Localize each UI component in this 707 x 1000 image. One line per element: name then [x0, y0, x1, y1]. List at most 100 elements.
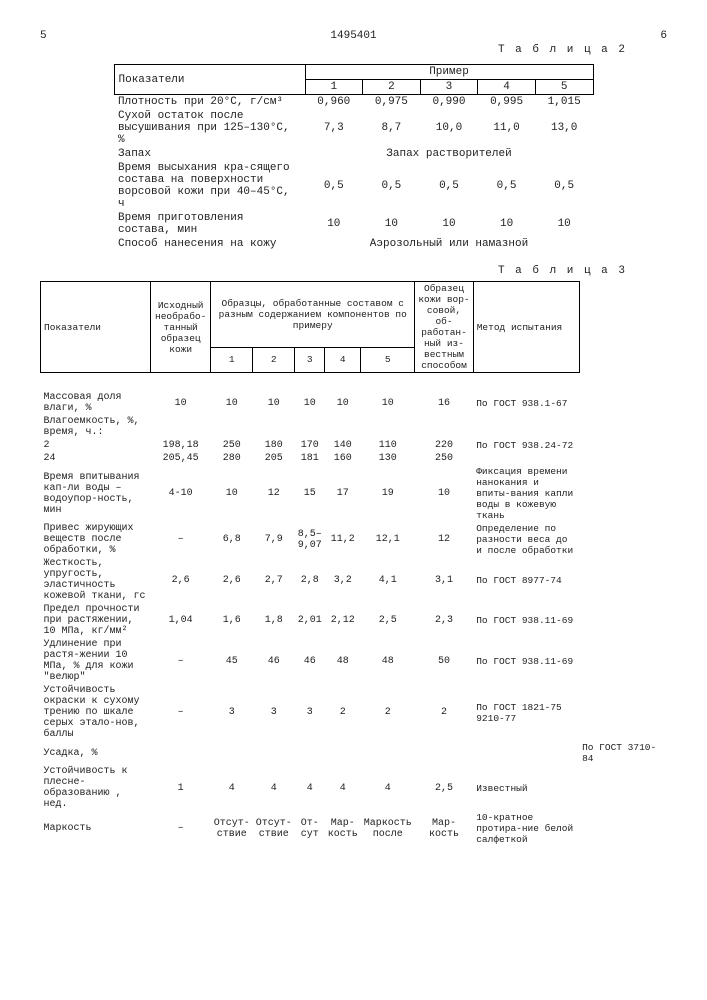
t3-method: По ГОСТ 938.11-69 [473, 603, 579, 638]
t2-cell: 10 [420, 211, 478, 237]
t3-cell: Мар-кость [325, 811, 361, 846]
t3-cell: 160 [325, 452, 361, 465]
t3-cell [295, 741, 325, 765]
t3-cell: 11,2 [325, 522, 361, 557]
t3-h-c1: Исходный необрабо-танный образец кожи [151, 282, 211, 373]
t3-cell: 4-10 [151, 465, 211, 522]
t3-cell [415, 415, 473, 439]
t2-group-hdr: Пример [305, 65, 593, 80]
t2-cell: 0,5 [420, 161, 478, 211]
t3-cell [211, 415, 253, 439]
t2-cell: 0,960 [305, 95, 363, 110]
t3-cell [415, 741, 473, 765]
t3-cell: 2,01 [295, 603, 325, 638]
page-left: 5 [40, 30, 47, 42]
t3-cell: 220 [415, 439, 473, 452]
t2-cell: 0,995 [478, 95, 536, 110]
t3-row-label: Массовая доля влаги, % [41, 391, 151, 415]
t2-cell: 10 [478, 211, 536, 237]
t3-cell: 10 [151, 391, 211, 415]
t3-cell: 205 [253, 452, 295, 465]
t2-c1: 1 [305, 80, 363, 95]
t3-cell: 3 [253, 684, 295, 741]
t3-cell: 2,6 [151, 557, 211, 603]
t3-cell: Мар-кость [415, 811, 473, 846]
page-center: 1495401 [330, 30, 376, 42]
t3-cell [253, 415, 295, 439]
t3-cell [361, 415, 415, 439]
t2-c4: 4 [478, 80, 536, 95]
t3-method: По ГОСТ 938.24-72 [473, 439, 579, 452]
t2-cell: 10 [363, 211, 421, 237]
t3-cell [151, 415, 211, 439]
t3-cell: 2,8 [295, 557, 325, 603]
t3-cell: 45 [211, 638, 253, 684]
page-right: 6 [660, 30, 667, 42]
t2-cell: 0,975 [363, 95, 421, 110]
t3-cell: 8,5–9,07 [295, 522, 325, 557]
t3-cell: 7,9 [253, 522, 295, 557]
t3-cell: 10 [361, 391, 415, 415]
t3-row-label: Привес жирующих веществ после обработки,… [41, 522, 151, 557]
t3-cell [295, 415, 325, 439]
t3-s2: 2 [253, 347, 295, 372]
t3-method: Определение по разности веса до и после … [473, 522, 579, 557]
t3-method [473, 452, 579, 465]
t2-cell: 1,015 [535, 95, 593, 110]
t3-cell: 10 [295, 391, 325, 415]
t3-row-label: Влагоемкость, %, время, ч.: [41, 415, 151, 439]
t2-cell: 8,7 [363, 109, 421, 147]
t3-cell: 10 [415, 465, 473, 522]
t3-h-c4: Метод испытания [473, 282, 579, 373]
t3-method: По ГОСТ 938.11-69 [473, 638, 579, 684]
t3-cell: 2,3 [415, 603, 473, 638]
t3-row-label: Жесткость, упругость, эластичность кожев… [41, 557, 151, 603]
t3-cell [473, 741, 579, 765]
t3-cell: 280 [211, 452, 253, 465]
table2-caption: Т а б л и ц а 2 [40, 44, 627, 56]
t2-cell: 7,3 [305, 109, 363, 147]
t2-cell: 10 [535, 211, 593, 237]
t3-cell: 180 [253, 439, 295, 452]
t3-method [579, 415, 666, 439]
t3-cell: 6,8 [211, 522, 253, 557]
t3-cell [211, 741, 253, 765]
t3-cell: Маркость после [361, 811, 415, 846]
t3-h-p: Показатели [41, 282, 151, 373]
t3-cell: 10 [325, 391, 361, 415]
t3-cell [325, 415, 361, 439]
t2-row-span: Аэрозольный или намазной [305, 237, 593, 251]
t3-cell: 4 [325, 765, 361, 811]
t3-cell: 4 [253, 765, 295, 811]
t3-row-label: Усадка, % [41, 741, 151, 765]
t3-cell: 198,18 [151, 439, 211, 452]
t3-cell [361, 741, 415, 765]
t3-s5: 5 [361, 347, 415, 372]
t3-cell: 2 [415, 684, 473, 741]
t2-row-label: Запах [114, 147, 305, 161]
t3-method: По ГОСТ 938.1-67 [473, 391, 579, 415]
t2-cell: 0,5 [478, 161, 536, 211]
t2-row-label: Плотность при 20°С, г/см³ [114, 95, 305, 110]
t3-cell: 1,8 [253, 603, 295, 638]
t2-row-span: Запах растворителей [305, 147, 593, 161]
t2-cell: 0,5 [535, 161, 593, 211]
t3-cell: 130 [361, 452, 415, 465]
t3-cell: Отсут-ствие [253, 811, 295, 846]
t3-cell: 1,04 [151, 603, 211, 638]
t3-cell: Отсут-ствие [211, 811, 253, 846]
t2-cell: 13,0 [535, 109, 593, 147]
t3-cell: 250 [415, 452, 473, 465]
t3-cell: – [151, 811, 211, 846]
t3-cell: 4 [361, 765, 415, 811]
t3-row-label: Устойчивость окраски к сухому трению по … [41, 684, 151, 741]
t3-cell: 3 [295, 684, 325, 741]
t3-cell: 110 [361, 439, 415, 452]
t2-cell: 10,0 [420, 109, 478, 147]
t3-cell: 12,1 [361, 522, 415, 557]
t2-cell: 11,0 [478, 109, 536, 147]
t3-h-c3: Образец кожи вор-совой, об-работан-ный и… [415, 282, 473, 373]
t2-cell: 0,5 [305, 161, 363, 211]
t3-cell: 1 [151, 765, 211, 811]
t2-cell: 10 [305, 211, 363, 237]
